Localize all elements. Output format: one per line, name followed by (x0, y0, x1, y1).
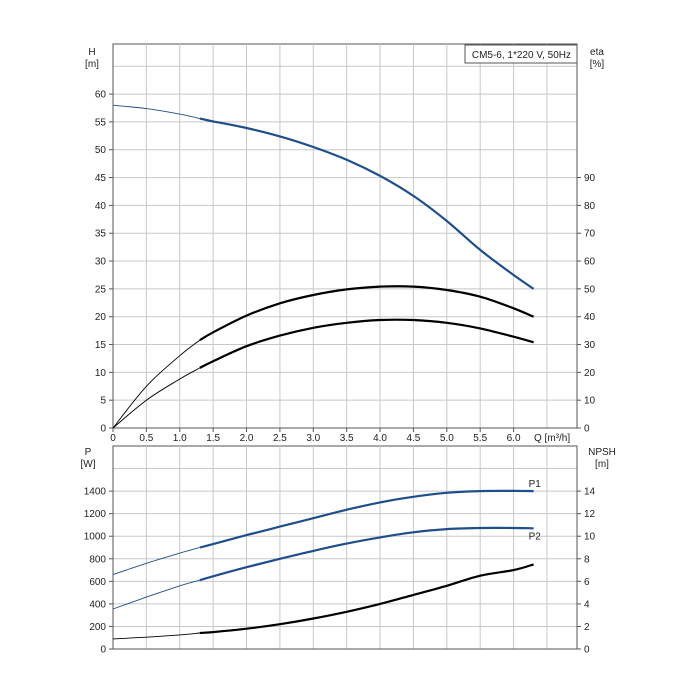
series-1-operating-line (199, 285, 535, 342)
series-1-extrapolated-line (112, 579, 200, 610)
left-tick-label: 30 (95, 257, 107, 268)
lower-series (112, 489, 534, 640)
series-1-operating-line (199, 526, 534, 582)
lower-left-tick-labels: 0 200 400 600 800 1000 1200 1400 (84, 487, 113, 656)
right-tick-label: 60 (584, 257, 596, 268)
x-tick-label: 5.0 (440, 433, 454, 444)
left-tick-label: 0 (100, 645, 106, 656)
right-tick-label: 0 (584, 424, 590, 435)
right-tick-label: 0 (584, 645, 590, 656)
upper-right-tick-labels: 0 10 20 30 40 50 60 70 80 90 (577, 173, 596, 435)
left-tick-label: 1400 (84, 487, 107, 498)
upper-panel: 0 0.5 1.0 1.5 2.0 2.5 3.0 3.5 4.0 4.5 5.0 5.5 6.0 0 5… (85, 43, 605, 444)
left-tick-label: 5 (100, 396, 106, 407)
x-tick-label: 1.5 (206, 433, 220, 444)
series-1-extrapolated-line (112, 339, 201, 429)
eta-axis-unit: [%] (590, 59, 605, 70)
right-tick-label: 12 (584, 509, 596, 520)
x-tick-label: 6.0 (507, 433, 521, 444)
x-tick-label: 1.0 (173, 433, 187, 444)
eta-axis-label: eta (590, 47, 604, 58)
q-axis-label: Q [m³/h] (534, 433, 570, 444)
left-tick-label: 800 (89, 554, 106, 565)
x-tick-label: 3.5 (340, 433, 354, 444)
series-2-extrapolated-line (112, 632, 200, 640)
left-tick-label: 1000 (84, 532, 107, 543)
x-tick-label: 0.5 (139, 433, 153, 444)
x-tick-label: 2.5 (273, 433, 287, 444)
left-tick-label: 55 (95, 117, 107, 128)
left-tick-label: 60 (95, 90, 107, 101)
lower-series-labels: P1 P2 (529, 479, 542, 542)
upper-series (112, 104, 535, 429)
npsh-axis-unit: [m] (595, 459, 609, 470)
p-axis-unit: [W] (81, 459, 96, 470)
right-tick-label: 20 (584, 368, 596, 379)
x-tick-label: 4.0 (373, 433, 387, 444)
x-tick-label: 5.5 (473, 433, 487, 444)
series-2-extrapolated-line (112, 367, 201, 429)
h-axis-label: H (88, 47, 95, 58)
left-tick-label: 25 (95, 284, 107, 295)
x-tick-label: 2.0 (240, 433, 254, 444)
right-tick-label: 8 (584, 554, 590, 565)
right-tick-label: 10 (584, 396, 596, 407)
x-tick-label: 0 (110, 433, 116, 444)
right-tick-label: 80 (584, 201, 596, 212)
lower-plot-area (112, 445, 578, 650)
lower-panel: 0 200 400 600 800 1000 1200 1400 0 2 4 6 8 10 12 14 P1… (81, 445, 616, 656)
left-tick-label: 20 (95, 312, 107, 323)
left-tick-label: 40 (95, 201, 107, 212)
right-tick-label: 10 (584, 532, 596, 543)
npsh-axis-label: NPSH (588, 447, 616, 458)
legend-text: CM5-6, 1*220 V, 50Hz (472, 50, 571, 61)
right-tick-label: 2 (584, 622, 590, 633)
series-2-operating-line (199, 563, 534, 635)
legend-box (464, 44, 578, 64)
right-tick-label: 4 (584, 599, 590, 610)
right-tick-label: 50 (584, 284, 596, 295)
upper-axis-lines (112, 44, 578, 429)
series-label-p1: P1 (529, 479, 542, 490)
series-2-operating-line (199, 318, 534, 369)
series-0-extrapolated-line (112, 547, 200, 576)
left-tick-label: 35 (95, 229, 107, 240)
upper-x-tick-labels: 0 0.5 1.0 1.5 2.0 2.5 3.0 3.5 4.0 4.5 5.0 5.5 6.0 (110, 428, 521, 444)
right-tick-label: 40 (584, 312, 596, 323)
series-0-operating-line (199, 117, 535, 290)
p-axis-label: P (85, 447, 92, 458)
upper-left-tick-labels: 0 5 10 15 20 25 30 35 40 45 50 55 60 (95, 90, 113, 435)
x-tick-label: 4.5 (406, 433, 420, 444)
series-0-extrapolated-line (112, 104, 200, 120)
left-tick-label: 1200 (84, 509, 107, 520)
left-tick-label: 600 (89, 577, 106, 588)
right-tick-label: 90 (584, 173, 596, 184)
series-0-operating-line (199, 489, 534, 549)
left-tick-label: 50 (95, 145, 107, 156)
right-tick-label: 30 (584, 340, 596, 351)
series-label-p2: P2 (529, 531, 542, 542)
left-tick-label: 400 (89, 599, 106, 610)
h-axis-unit: [m] (85, 59, 99, 70)
upper-plot-area (112, 43, 578, 429)
left-tick-label: 10 (95, 368, 107, 379)
right-tick-label: 14 (584, 487, 596, 498)
right-tick-label: 6 (584, 577, 590, 588)
x-tick-label: 3.0 (306, 433, 320, 444)
left-tick-label: 0 (100, 424, 106, 435)
lower-axis-lines (112, 446, 578, 650)
left-tick-label: 45 (95, 173, 107, 184)
left-tick-label: 200 (89, 622, 106, 633)
lower-right-tick-labels: 0 2 4 6 8 10 12 14 (577, 487, 596, 656)
lower-grid (113, 446, 577, 649)
right-tick-label: 70 (584, 229, 596, 240)
left-tick-label: 15 (95, 340, 107, 351)
